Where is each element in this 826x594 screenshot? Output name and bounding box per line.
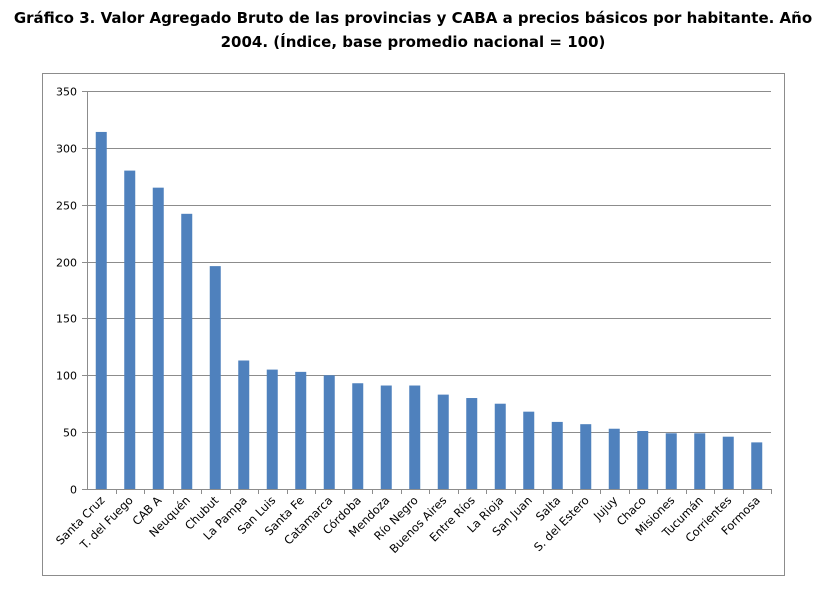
bar — [466, 398, 478, 489]
bar — [323, 375, 335, 489]
bar — [608, 428, 620, 489]
bar — [152, 187, 164, 489]
bar — [665, 433, 677, 489]
bar — [380, 385, 392, 489]
bar — [266, 369, 278, 489]
bar — [124, 170, 136, 489]
y-tick-label: 350 — [56, 86, 77, 99]
bar — [694, 433, 706, 489]
y-tick-label: 0 — [70, 484, 77, 497]
chart-title-line-2: 2004. (Índice, base promedio nacional = … — [220, 33, 606, 51]
bar — [523, 411, 535, 489]
bar — [751, 442, 763, 489]
bar — [181, 213, 193, 489]
bar — [437, 394, 449, 489]
y-tick-label: 50 — [63, 427, 77, 440]
y-tick-label: 300 — [56, 143, 77, 156]
y-tick-labels: 0 50 100 150 200 250 300 350 — [56, 86, 77, 497]
chart-title-line-1: Gráfico 3. Valor Agregado Bruto de las p… — [13, 9, 813, 27]
y-tick-label: 200 — [56, 257, 77, 270]
y-tick-label: 250 — [56, 200, 77, 213]
bars — [95, 131, 763, 489]
bar — [551, 421, 563, 489]
chart-title: Gráfico 3. Valor Agregado Bruto de las p… — [0, 6, 826, 54]
y-tick-label: 150 — [56, 313, 77, 326]
bar — [238, 360, 250, 489]
bar — [494, 403, 506, 489]
bar — [722, 436, 734, 489]
bar — [295, 371, 307, 489]
chart-frame — [42, 73, 785, 576]
gridlines — [87, 91, 771, 433]
axes — [82, 91, 772, 494]
bar — [352, 383, 364, 489]
bar — [95, 131, 107, 489]
y-tick-label: 100 — [56, 370, 77, 383]
bar — [580, 424, 592, 489]
bar — [209, 266, 221, 489]
bar — [409, 385, 421, 489]
bar — [637, 431, 649, 489]
